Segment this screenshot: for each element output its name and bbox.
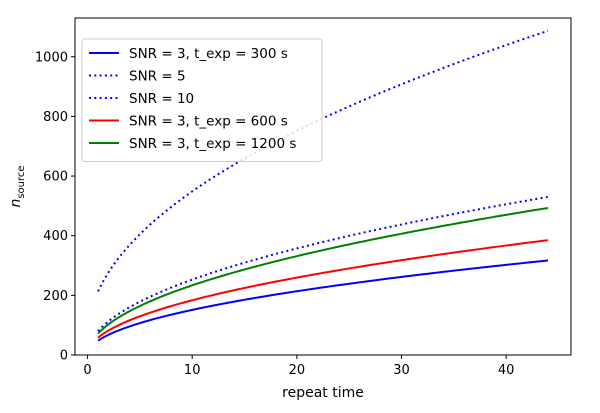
legend: SNR = 3, t_exp = 300 s SNR = 5 SNR = 10 SNR… xyxy=(81,38,323,162)
x-tick-label: 20 xyxy=(289,363,306,378)
y-tick-label: 0 xyxy=(60,349,68,364)
y-axis-label-sub: source xyxy=(16,165,27,198)
y-axis-label: nsource xyxy=(8,165,27,207)
legend-label-5: SNR = 3, t_exp = 1200 s xyxy=(129,136,296,152)
legend-label-1: SNR = 3, t_exp = 300 s xyxy=(129,46,288,62)
series-line-5 xyxy=(97,206,549,335)
y-tick-label: 1000 xyxy=(35,50,68,65)
legend-box xyxy=(81,38,323,162)
series-line-1 xyxy=(97,259,549,342)
x-tick-label: 30 xyxy=(393,363,410,378)
series-line-4 xyxy=(97,239,549,339)
y-axis-label-main: n xyxy=(8,199,24,208)
series-line-3 xyxy=(97,29,549,292)
y-tick-label: 400 xyxy=(43,229,68,244)
series-line-2 xyxy=(97,195,549,332)
plot-frame xyxy=(74,17,572,356)
legend-label-3: SNR = 10 xyxy=(129,91,194,107)
x-tick-label: 10 xyxy=(184,363,201,378)
y-tick-label: 600 xyxy=(43,170,68,185)
y-tick-label: 800 xyxy=(43,110,68,125)
x-tick-label: 40 xyxy=(498,363,515,378)
plot-series-group xyxy=(97,29,549,342)
legend-label-2: SNR = 5 xyxy=(129,69,186,85)
y-tick-label: 200 xyxy=(43,289,68,304)
x-axis-label: repeat time xyxy=(282,385,364,401)
legend-label-4: SNR = 3, t_exp = 600 s xyxy=(129,114,288,130)
x-tick-label: 0 xyxy=(83,363,91,378)
